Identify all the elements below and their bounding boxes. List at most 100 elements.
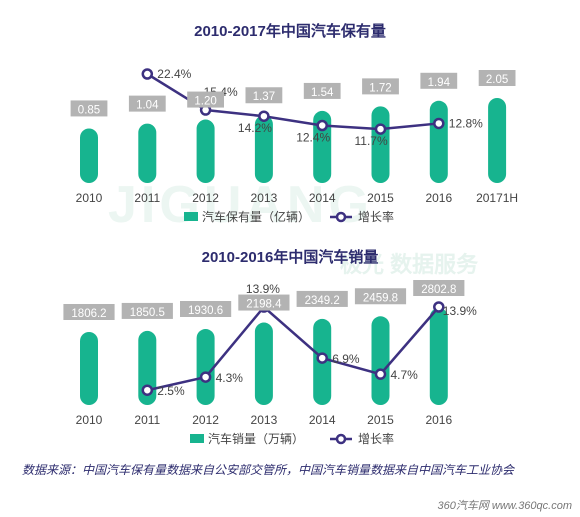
c1-growth-label: 12.4% [296,131,330,145]
c2-growth-point [316,352,328,364]
c1-growth-label: 22.4% [157,67,191,81]
c2-bar-label-bg [63,304,115,320]
c2-growth-label: 13.9% [246,282,280,296]
c1-bar-value-label: 1.72 [369,82,391,94]
c2-bar-label-bg [354,288,407,305]
c2-bar [371,316,390,405]
c2-growth-point [374,368,387,380]
chart2-growth-line: 2.5% 4.3% 13.9% 6.9% 4.7% 13.9% [141,282,477,398]
c2-bar-label-bg [413,280,465,296]
c2-bar-label-bg [238,294,290,311]
c2-bar [254,322,273,405]
c1-bar-value-label: 1.04 [136,100,159,112]
c1-bar-value-label: 2.05 [486,74,508,86]
c1-bar [488,98,507,183]
c2-bar [429,308,448,405]
c2-bar [80,332,98,405]
c2-growth-label: 13.9% [443,304,477,318]
c2-bar-value-label: 1930.6 [188,305,223,317]
c1-bar-value-label: 1.37 [253,91,275,103]
chart2-legend: 汽车销量（万辆） 增长率 [190,431,394,446]
chart2-legend-line-marker [335,433,347,445]
chart1-growth-line: 22.4%15.4%14.2%12.4%11.7%12.8% [141,67,483,148]
c2-x-tick-label: 2011 [134,413,160,427]
c2-bar-label-bg [121,302,173,319]
c1-bar-label-bg [128,95,166,112]
c1-bar-label-bg [420,72,458,89]
c1-x-tick-label: 2010 [76,191,103,205]
chart1-x-ticks: 2010 2011 2012 2013 2014 2015 2016 20171H [76,191,518,205]
c2-x-tick-label: 2016 [425,413,452,427]
c2-growth-label: 6.9% [332,352,360,366]
watermark-latin: JIGUANG [108,176,373,234]
c1-x-tick-label: 2014 [309,191,336,205]
c1-growth-point [316,119,328,132]
c2-growth-point [199,371,212,383]
c2-bar-value-label: 2802.8 [421,284,456,296]
c1-bar-value-label: 1.54 [311,87,334,99]
chart2-legend-bar-label: 汽车销量（万辆） [208,431,304,446]
c1-bar [138,123,157,183]
c1-growth-label: 14.2% [238,121,272,135]
c1-bar-value-label: 1.94 [428,77,451,89]
c2-growth-point [141,384,154,396]
c1-x-tick-label: 2015 [367,191,394,205]
c1-x-tick-label: 2011 [134,191,160,205]
c1-x-tick-label: 2013 [251,191,278,205]
c2-x-tick-label: 2012 [192,413,219,427]
c2-bar-value-label: 2349.2 [305,295,340,307]
c1-bar-label-bg [245,87,283,104]
c2-bar-value-label: 1850.5 [130,307,165,319]
c1-bar [254,115,273,183]
chart1-legend-bar-swatch [184,212,198,221]
c1-growth-label: 11.7% [355,134,388,148]
c1-bar-label-bg [303,82,341,99]
chart2-labels: 1806.2 1850.5 1930.6 2198.4 2349.2 2459.8 2802… [63,280,465,320]
c1-bar-label-bg [187,91,224,108]
c2-bar [196,329,215,405]
chart1-labels: 0.85 1.04 1.20 1.37 1.54 1.72 1.94 2.05 [70,70,516,117]
watermark-text: 极光 数据服务 [340,252,479,277]
c2-bar [138,330,157,405]
c2-growth-polyline [147,305,440,392]
chart2-legend-bar-swatch [190,434,204,443]
chart1-legend: 汽车保有量（亿辆） 增长率 [184,209,394,224]
c2-x-tick-label: 2014 [309,413,336,427]
c1-x-tick-label: 20171H [476,191,518,205]
c1-x-tick-label: 2012 [192,191,219,205]
watermark: JIGUANG 极光 数据服务 [108,176,479,277]
c2-bar-value-label: 2459.8 [363,292,398,304]
chart1-legend-line-label: 增长率 [358,209,394,224]
c2-x-tick-label: 2015 [367,413,394,427]
c1-bar-label-bg [478,70,516,86]
chart-vehicle-sales: 2010-2016年中国汽车销量 2.5% 4.3% 13.9% 6.9% 4.7% 13… [63,248,477,446]
c2-x-tick-label: 2013 [251,413,278,427]
c2-bar-label-bg [180,301,232,318]
c2-growth-label: 2.5% [157,384,185,398]
chart2-legend-line-label: 增长率 [358,431,394,446]
c1-bar [80,128,98,183]
c2-x-tick-label: 2010 [76,413,103,427]
c1-bar-value-label: 1.20 [194,96,216,108]
chart1-title: 2010-2017年中国汽车保有量 [194,22,386,40]
chart2-bars [80,308,448,405]
c1-bar-value-label: 0.85 [78,104,100,116]
c1-growth-point [258,110,270,122]
c1-bar-label-bg [362,78,399,95]
c1-x-tick-label: 2016 [425,191,452,205]
chart1-legend-bar-label: 汽车保有量（亿辆） [202,209,310,224]
chart2-x-ticks: 2010 2011 2012 2013 2014 2015 2016 [76,413,453,427]
c1-bar [196,119,215,183]
site-logo: 360汽车网 www.360qc.com [437,500,573,512]
c2-growth-label: 4.7% [391,368,419,382]
c1-bar [429,100,448,183]
c2-bar-value-label: 2198.4 [246,299,282,311]
data-source-note: 数据来源：中国汽车保有量数据来自公安部交管所，中国汽车销量数据来自中国汽车工业协… [22,463,515,477]
c1-growth-point [374,123,387,135]
chart1-legend-line-marker [335,211,347,223]
c2-bar-value-label: 1806.2 [71,308,106,320]
c1-growth-point [433,117,445,130]
c2-growth-label: 4.3% [216,371,244,385]
c1-growth-point [141,68,154,80]
